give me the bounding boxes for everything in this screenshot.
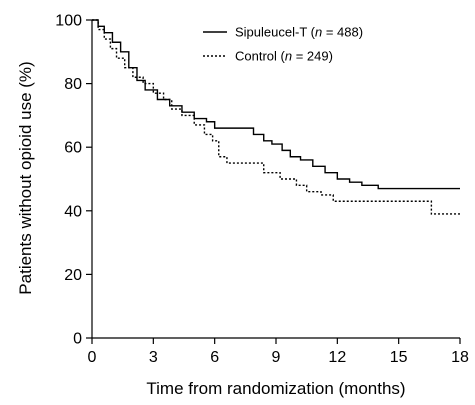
plot-area: 0 20 40 60 80 100 0 3 6 9 12 15 18	[55, 13, 469, 367]
series-line-sipuleucel-t	[92, 19, 460, 190]
y-tick-label: 40	[64, 203, 82, 220]
legend-label-suffix: = 488)	[322, 25, 363, 40]
x-tick-label: 15	[390, 349, 408, 366]
legend-label: Sipuleucel-T (n = 488)	[235, 25, 363, 40]
y-tick-label: 80	[64, 76, 82, 93]
legend-label-prefix: Sipuleucel-T (	[235, 25, 316, 40]
legend-label-prefix: Control (	[235, 49, 286, 64]
y-tick-label: 20	[64, 267, 82, 284]
x-tick-label: 12	[328, 349, 346, 366]
x-tick-label: 0	[88, 349, 97, 366]
legend-label-n: n	[315, 25, 322, 40]
y-tick-label: 100	[55, 13, 82, 30]
x-tick-label: 3	[149, 349, 158, 366]
legend-label: Control (n = 249)	[235, 49, 333, 64]
x-axis-label: Time from randomization (months)	[146, 379, 405, 398]
legend-label-suffix: = 249)	[292, 49, 333, 64]
y-tick-label: 60	[64, 140, 82, 157]
legend: Sipuleucel-T (n = 488)Control (n = 249)	[203, 25, 363, 64]
x-tick-label: 6	[210, 349, 219, 366]
x-tick-label: 9	[272, 349, 281, 366]
y-axis-label: Patients without opioid use (%)	[16, 61, 35, 294]
x-tick-label: 18	[451, 349, 469, 366]
legend-label-n: n	[285, 49, 292, 64]
y-tick-label: 0	[73, 331, 82, 348]
